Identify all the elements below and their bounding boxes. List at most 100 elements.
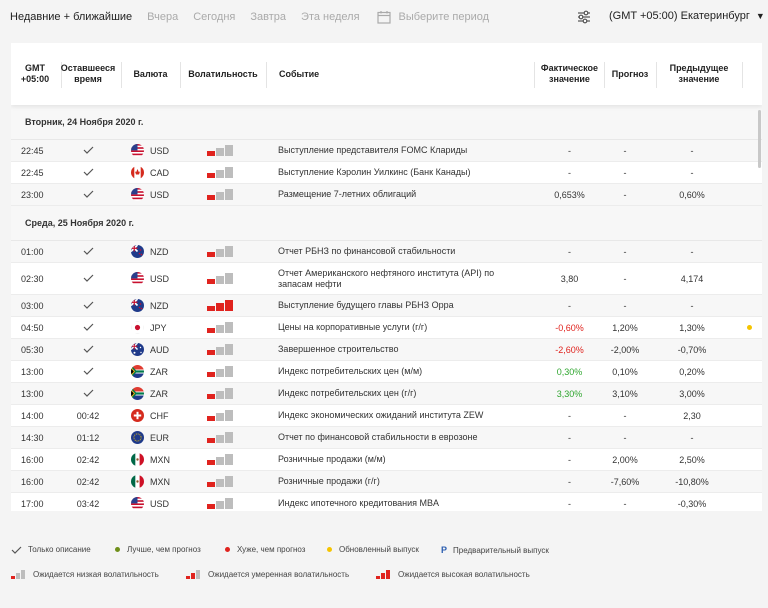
event-row[interactable]: 03:00 NZD Выступление будущего главы РБНЗ … xyxy=(11,295,762,317)
updated-dot-icon xyxy=(744,317,754,338)
event-row[interactable]: 01:00 NZD Отчет РБНЗ по финансовой стабиль… xyxy=(11,241,762,263)
previous-value: - xyxy=(690,246,694,257)
event-row[interactable]: 22:45 CAD Выступление Кэролин Уилкинс (Бан… xyxy=(11,162,762,184)
event-name[interactable]: Розничные продажи (м/м) xyxy=(278,454,386,464)
remaining-cell: 00:42 xyxy=(76,410,100,421)
currency-cell: MXN xyxy=(131,449,191,470)
event-row[interactable]: 04:50 JPY Цены на корпоративные услуги (г/… xyxy=(11,317,762,339)
previous-value: 1,30% xyxy=(679,322,705,333)
event-row[interactable]: 05:30 AUD Завершенное строительство -2,60% -… xyxy=(11,339,762,361)
event-name[interactable]: Завершенное строительство xyxy=(278,344,399,354)
timezone-selector[interactable]: (GMT +05:00) Екатеринбург ▼ xyxy=(609,10,765,22)
volatility-low-icon xyxy=(207,246,234,257)
event-row[interactable]: 14:30 01:12 EUR Отчет по финансовой стабиль… xyxy=(11,427,762,449)
event-row[interactable]: 14:00 00:42 CHF Индекс экономических ожидан… xyxy=(11,405,762,427)
event-name[interactable]: Выступление будущего главы РБНЗ Орра xyxy=(278,300,454,310)
event-name[interactable]: Индекс ипотечного кредитования MBA xyxy=(278,498,440,508)
tab-tomorrow[interactable]: Завтра xyxy=(250,11,287,23)
event-name[interactable]: Цены на корпоративные услуги (г/г) xyxy=(278,322,428,332)
volatility-low-icon xyxy=(207,388,234,399)
period-picker[interactable]: Выберите период xyxy=(376,10,489,24)
actual-value: - xyxy=(568,498,571,509)
remaining-cell xyxy=(67,361,109,382)
time-cell: 05:30 xyxy=(21,344,44,355)
actual-value: -0,60% xyxy=(555,322,584,333)
actual-value: - xyxy=(568,454,571,465)
za-flag-icon xyxy=(131,387,144,400)
time-cell: 13:00 xyxy=(21,388,44,399)
currency-code: JPY xyxy=(150,322,167,333)
filter-settings-icon[interactable] xyxy=(576,9,592,25)
actual-value: - xyxy=(568,145,571,156)
actual-value: - xyxy=(568,300,571,311)
event-row[interactable]: 13:00 ZAR Индекс потребительских цен (г/г)… xyxy=(11,383,762,405)
volatility-cell xyxy=(207,383,257,404)
check-icon xyxy=(11,546,22,554)
tab-yesterday[interactable]: Вчера xyxy=(147,11,179,23)
event-row[interactable]: 02:30 USD Отчет Американского нефтяного ин… xyxy=(11,263,762,295)
forecast-value: - xyxy=(623,167,627,178)
event-row[interactable]: 13:00 ZAR Индекс потребительских цен (м/м)… xyxy=(11,361,762,383)
time-cell: 04:50 xyxy=(21,322,44,333)
tab-recent-upcoming[interactable]: Недавние + ближайшие xyxy=(10,11,133,23)
event-row[interactable]: 16:00 02:42 MXN Розничные продажи (г/г) - -7,… xyxy=(11,471,762,493)
time-cell: 14:30 xyxy=(21,432,44,443)
calendar-icon xyxy=(376,11,391,24)
currency-cell: AUD xyxy=(131,339,191,360)
event-row[interactable]: 16:00 02:42 MXN Розничные продажи (м/м) - 2,0… xyxy=(11,449,762,471)
chevron-down-icon: ▼ xyxy=(755,11,765,21)
forecast-value: 2,00% xyxy=(612,454,638,465)
event-name[interactable]: Розничные продажи (г/г) xyxy=(278,476,380,486)
actual-value: 0,30% xyxy=(556,366,583,377)
currency-cell: JPY xyxy=(131,317,191,338)
date-group-header: Вторник, 24 Ноября 2020 г. xyxy=(11,105,762,140)
tab-today[interactable]: Сегодня xyxy=(193,11,236,23)
tab-this-week[interactable]: Эта неделя xyxy=(301,11,360,23)
event-name[interactable]: Выступление Кэролин Уилкинс (Банк Канады… xyxy=(278,167,471,177)
remaining-cell: 02:42 xyxy=(76,454,100,465)
volatility-low-icon xyxy=(11,570,26,579)
volatility-low-icon xyxy=(207,366,234,377)
event-name[interactable]: Размещение 7-летних облигаций xyxy=(278,189,417,199)
forecast-value: 1,20% xyxy=(612,322,638,333)
remaining-cell: 02:42 xyxy=(76,476,100,487)
remaining-cell: 01:12 xyxy=(76,432,100,443)
check-icon xyxy=(83,247,94,257)
previous-value: 2,30 xyxy=(683,410,701,421)
scrollbar[interactable] xyxy=(758,110,761,168)
event-row[interactable]: 17:00 03:42 USD Индекс ипотечного кредитова… xyxy=(11,493,762,511)
time-cell: 03:00 xyxy=(21,300,44,311)
currency-cell: USD xyxy=(131,140,191,161)
event-row[interactable]: 23:00 USD Размещение 7-летних облигаций 0,6… xyxy=(11,184,762,206)
event-name[interactable]: Индекс потребительских цен (г/г) xyxy=(278,388,417,398)
volatility-low-icon xyxy=(207,322,234,333)
forecast-value: -7,60% xyxy=(610,476,640,487)
time-cell: 01:00 xyxy=(21,246,44,257)
currency-cell: EUR xyxy=(131,427,191,448)
actual-value: 3,80 xyxy=(560,273,579,284)
event-name[interactable]: Отчет РБНЗ по финансовой стабильности xyxy=(278,246,456,256)
top-filter-bar: Недавние + ближайшие Вчера Сегодня Завтр… xyxy=(0,0,768,34)
legend-worse: Хуже, чем прогноз xyxy=(225,545,305,554)
legend-description-only: Только описание xyxy=(11,545,91,554)
event-name[interactable]: Отчет Американского нефтяного института … xyxy=(278,267,495,289)
event-name[interactable]: Выступление представителя FOMC Клариды xyxy=(278,145,468,155)
volatility-cell xyxy=(207,184,257,205)
previous-value: 0,20% xyxy=(679,366,705,377)
event-name[interactable]: Индекс экономических ожиданий института … xyxy=(278,410,484,420)
au-flag-icon xyxy=(131,343,144,356)
event-name[interactable]: Индекс потребительских цен (м/м) xyxy=(278,366,423,376)
worse-dot-icon xyxy=(225,547,230,552)
remaining-cell: 03:42 xyxy=(76,498,100,509)
event-name[interactable]: Отчет по финансовой стабильности в евроз… xyxy=(278,432,478,442)
nz-flag-icon xyxy=(131,245,144,258)
event-row[interactable]: 22:45 USD Выступление представителя FOMC К… xyxy=(11,140,762,162)
currency-cell: USD xyxy=(131,493,191,511)
currency-code: USD xyxy=(150,498,170,509)
mx-flag-icon xyxy=(131,475,144,488)
volatility-cell xyxy=(207,241,257,262)
table-header: GMT +05:00 Оставшееся время Валюта Волат… xyxy=(11,43,762,105)
volatility-high-icon xyxy=(207,300,234,311)
currency-cell: CHF xyxy=(131,405,191,426)
legend-better: Лучше, чем прогноз xyxy=(115,545,201,554)
